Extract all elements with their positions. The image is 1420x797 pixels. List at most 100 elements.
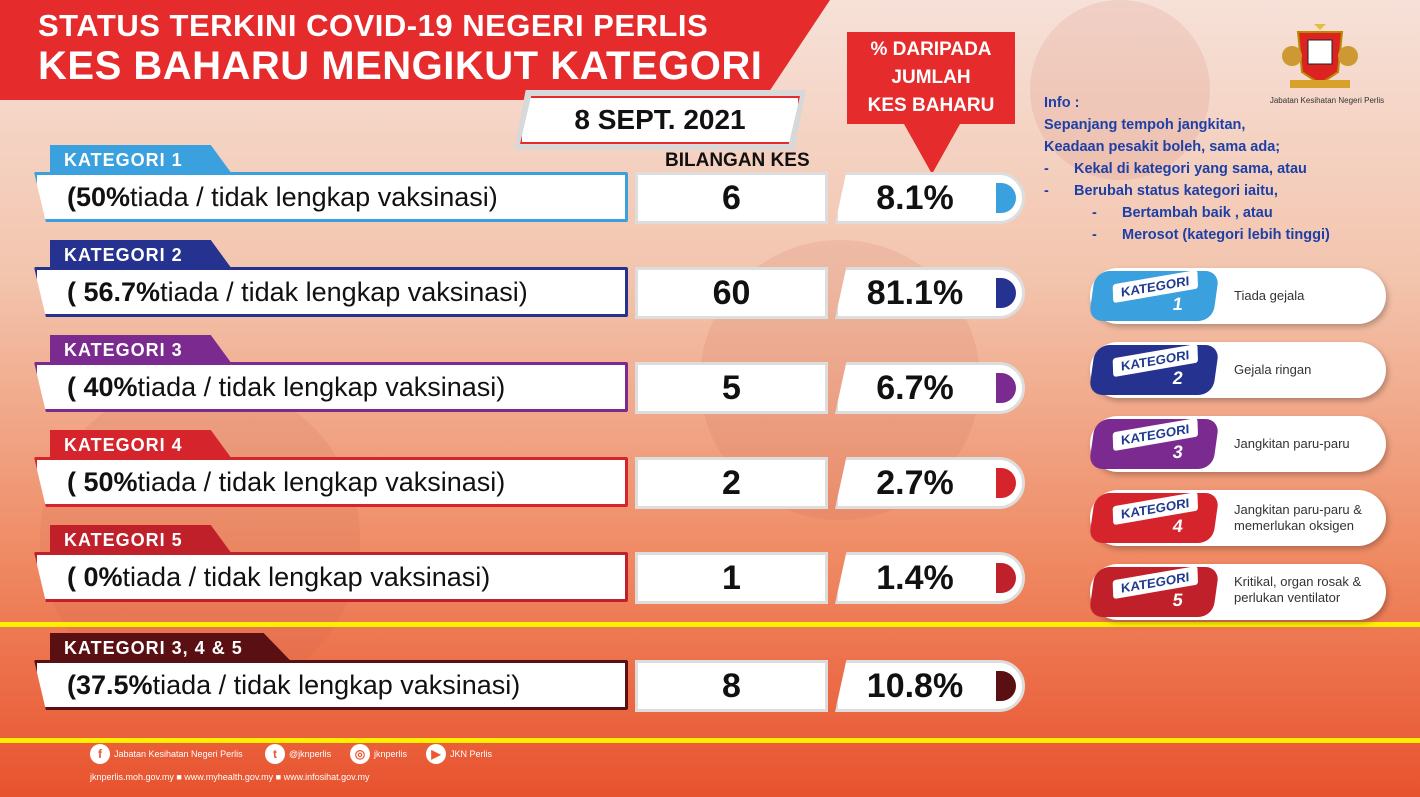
category-tab-345: KATEGORI 3, 4 & 5 [50, 633, 293, 663]
legend-text: Jangkitan paru-paru & memerlukan oksigen [1234, 502, 1362, 533]
virus-decoration [1030, 0, 1210, 180]
legend-num: 5 [1171, 590, 1185, 610]
legend-badge-1: KATEGORI 1 [1088, 269, 1220, 321]
facebook-link[interactable]: f Jabatan Kesihatan Negeri Perlis [90, 744, 243, 764]
category-desc-1: (50% tiada / tidak lengkap vaksinasi) [34, 172, 628, 222]
date-label: 8 SEPT. 2021 [520, 96, 800, 144]
legend-badge-3: KATEGORI 3 [1088, 417, 1220, 469]
vaccination-pct: ( 0% [67, 561, 123, 592]
legend-num: 3 [1171, 442, 1185, 462]
category-desc-345: (37.5% tiada / tidak lengkap vaksinasi) [34, 660, 628, 710]
case-count-2: 60 [635, 267, 828, 319]
instagram-text: jknperlis [374, 749, 408, 759]
category-desc-5: ( 0% tiada / tidak lengkap vaksinasi) [34, 552, 628, 602]
legend-badge-5: KATEGORI 5 [1088, 565, 1220, 617]
youtube-icon: ▶ [426, 744, 446, 764]
category-desc-4: ( 50% tiada / tidak lengkap vaksinasi) [34, 457, 628, 507]
instagram-link[interactable]: ◎ jknperlis [350, 744, 407, 764]
dash: - [1092, 227, 1097, 243]
case-count-3: 5 [635, 362, 828, 414]
info-bullet: - Berubah status kategori iaitu, [1044, 180, 1330, 202]
pct-value: 2.7% [876, 463, 954, 502]
dash: - [1092, 205, 1097, 221]
category-tab-2: KATEGORI 2 [50, 240, 233, 270]
facebook-icon: f [90, 744, 110, 764]
pct-value: 6.7% [876, 368, 954, 407]
pct-cap [996, 183, 1016, 213]
vaccination-pct: (37.5% [67, 669, 153, 700]
case-pct-4: 2.7% [835, 457, 1025, 509]
dash: - [1044, 161, 1049, 177]
legend-num: 2 [1171, 368, 1185, 388]
info-subbullet: - Merosot (kategori lebih tinggi) [1044, 224, 1330, 246]
legend-text: Tiada gejala [1234, 288, 1305, 303]
bullet-text: Kekal di kategori yang sama, atau [1074, 161, 1307, 177]
youtube-text: JKN Perlis [450, 749, 493, 759]
case-count-4: 2 [635, 457, 828, 509]
info-panel: Info : Sepanjang tempoh jangkitan, Keada… [1044, 92, 1330, 246]
twitter-text: @jknperlis [289, 749, 332, 759]
instagram-icon: ◎ [350, 744, 370, 764]
pct-value: 8.1% [876, 178, 954, 217]
pct-cap [996, 278, 1016, 308]
case-count-345: 8 [635, 660, 828, 712]
info-line: Sepanjang tempoh jangkitan, [1044, 117, 1246, 133]
pct-value: 1.4% [876, 558, 954, 597]
case-count-5: 1 [635, 552, 828, 604]
twitter-link[interactable]: t @jknperlis [265, 744, 331, 764]
legend-label: KATEGORI [1112, 565, 1198, 600]
category-desc-3: ( 40% tiada / tidak lengkap vaksinasi) [34, 362, 628, 412]
dash: - [1044, 183, 1049, 199]
title-line2: KES BAHARU MENGIKUT KATEGORI [38, 44, 763, 88]
category-tab-3: KATEGORI 3 [50, 335, 233, 365]
info-subbullet: - Bertambah baik , atau [1044, 202, 1330, 224]
vaccination-pct: ( 50% [67, 466, 138, 497]
category-tab-4: KATEGORI 4 [50, 430, 233, 460]
coat-of-arms-icon [1282, 24, 1358, 88]
legend-badge-2: KATEGORI 2 [1088, 343, 1220, 395]
case-pct-3: 6.7% [835, 362, 1025, 414]
category-tab-5: KATEGORI 5 [50, 525, 233, 555]
pct-cap [996, 468, 1016, 498]
facebook-text: Jabatan Kesihatan Negeri Perlis [114, 749, 243, 759]
case-count-1: 6 [635, 172, 828, 224]
legend-text: Jangkitan paru-paru [1234, 436, 1350, 451]
legend-num: 4 [1171, 516, 1185, 536]
info-heading: Info : [1044, 95, 1080, 111]
header-banner [0, 0, 830, 100]
info-bullet: - Kekal di kategori yang sama, atau [1044, 158, 1330, 180]
desc-text: tiada / tidak lengkap vaksinasi) [130, 181, 498, 212]
subbullet-text: Merosot (kategori lebih tinggi) [1122, 227, 1330, 243]
pct-header-line: % DARIPADA [870, 39, 992, 60]
subbullet-text: Bertambah baik , atau [1122, 205, 1273, 221]
legend-text: Gejala ringan [1234, 362, 1312, 377]
legend-label: KATEGORI [1112, 491, 1198, 526]
pct-header-line: JUMLAH [891, 67, 971, 88]
bullet-text: Berubah status kategori iaitu, [1074, 183, 1278, 199]
divider-line [0, 738, 1420, 743]
twitter-icon: t [265, 744, 285, 764]
footer-urls: jknperlis.moh.gov.my ■ www.myhealth.gov.… [90, 772, 370, 782]
vaccination-pct: ( 40% [67, 371, 138, 402]
case-pct-2: 81.1% [835, 267, 1025, 319]
pct-cap [996, 373, 1016, 403]
pct-value: 81.1% [866, 273, 964, 312]
desc-text: tiada / tidak lengkap vaksinasi) [137, 466, 506, 497]
case-pct-5: 1.4% [835, 552, 1025, 604]
pct-value: 10.8% [866, 666, 964, 705]
info-line: Keadaan pesakit boleh, sama ada; [1044, 139, 1281, 155]
emblem-caption: Jabatan Kesihatan Negeri Perlis [1269, 96, 1385, 105]
pct-cap [996, 671, 1016, 701]
pct-header-line: KES BAHARU [867, 95, 995, 116]
legend-label: KATEGORI [1112, 269, 1198, 304]
legend-label: KATEGORI [1112, 343, 1198, 378]
vaccination-pct: (50% [67, 181, 131, 212]
divider-line [0, 622, 1420, 627]
pct-header: % DARIPADA JUMLAH KES BAHARU [847, 32, 1015, 124]
category-tab-1: KATEGORI 1 [50, 145, 233, 175]
count-header: BILANGAN KES [665, 150, 810, 171]
category-desc-2: ( 56.7% tiada / tidak lengkap vaksinasi) [34, 267, 628, 317]
youtube-link[interactable]: ▶ JKN Perlis [426, 744, 492, 764]
case-pct-1: 8.1% [835, 172, 1025, 224]
